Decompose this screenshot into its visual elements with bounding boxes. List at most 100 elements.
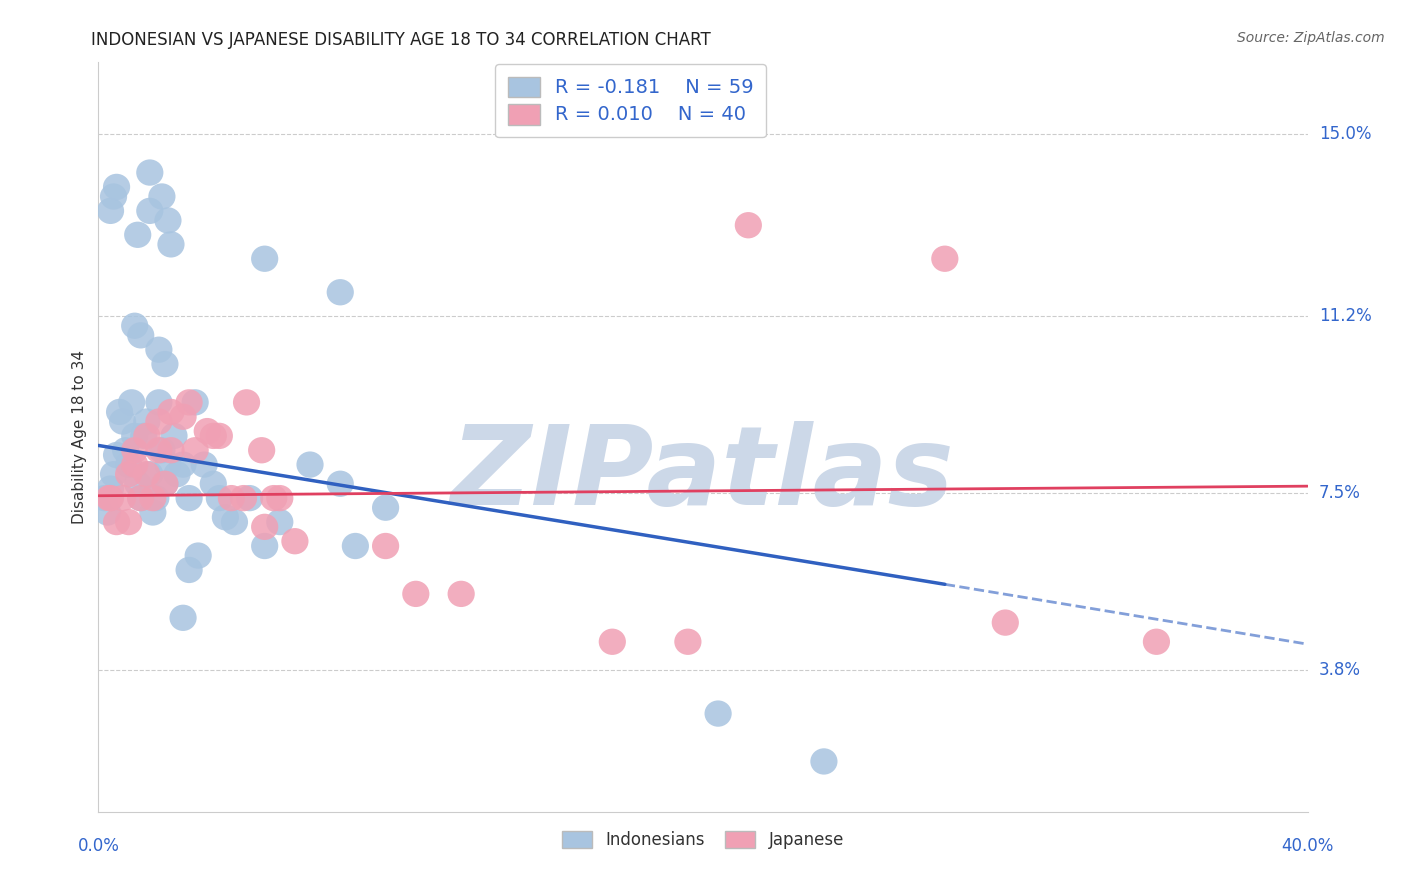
Ellipse shape	[121, 451, 148, 478]
Ellipse shape	[157, 437, 184, 464]
Ellipse shape	[97, 475, 124, 501]
Ellipse shape	[326, 471, 354, 497]
Ellipse shape	[160, 423, 187, 449]
Ellipse shape	[145, 389, 173, 416]
Ellipse shape	[142, 485, 170, 511]
Ellipse shape	[342, 533, 368, 559]
Ellipse shape	[266, 509, 294, 535]
Text: 15.0%: 15.0%	[1319, 125, 1371, 144]
Ellipse shape	[145, 336, 173, 363]
Text: ZIPatlas: ZIPatlas	[451, 421, 955, 528]
Ellipse shape	[136, 461, 163, 487]
Ellipse shape	[194, 418, 221, 444]
Legend: Indonesians, Japanese: Indonesians, Japanese	[555, 824, 851, 855]
Ellipse shape	[100, 184, 127, 210]
Ellipse shape	[266, 485, 294, 511]
Ellipse shape	[599, 629, 626, 655]
Ellipse shape	[704, 700, 731, 727]
Ellipse shape	[176, 557, 202, 583]
Ellipse shape	[110, 409, 136, 434]
Ellipse shape	[233, 389, 260, 416]
Ellipse shape	[176, 389, 202, 416]
Ellipse shape	[181, 437, 208, 464]
Text: Source: ZipAtlas.com: Source: ZipAtlas.com	[1237, 31, 1385, 45]
Ellipse shape	[205, 423, 233, 449]
Ellipse shape	[91, 485, 118, 511]
Ellipse shape	[184, 542, 212, 569]
Ellipse shape	[121, 312, 148, 339]
Ellipse shape	[191, 451, 218, 478]
Ellipse shape	[94, 500, 121, 525]
Ellipse shape	[221, 509, 247, 535]
Ellipse shape	[326, 279, 354, 305]
Ellipse shape	[103, 442, 131, 468]
Ellipse shape	[127, 485, 155, 511]
Ellipse shape	[124, 221, 152, 248]
Ellipse shape	[402, 581, 429, 607]
Ellipse shape	[152, 351, 179, 377]
Ellipse shape	[181, 389, 208, 416]
Ellipse shape	[139, 500, 166, 525]
Ellipse shape	[252, 533, 278, 559]
Ellipse shape	[155, 207, 181, 234]
Ellipse shape	[148, 184, 176, 210]
Ellipse shape	[97, 485, 124, 511]
Ellipse shape	[373, 533, 399, 559]
Ellipse shape	[145, 437, 173, 464]
Ellipse shape	[373, 494, 399, 521]
Ellipse shape	[148, 437, 176, 464]
Ellipse shape	[96, 485, 122, 511]
Ellipse shape	[110, 485, 136, 511]
Ellipse shape	[115, 461, 142, 487]
Ellipse shape	[155, 451, 181, 478]
Ellipse shape	[139, 485, 166, 511]
Ellipse shape	[675, 629, 702, 655]
Ellipse shape	[115, 451, 142, 478]
Ellipse shape	[163, 461, 191, 487]
Ellipse shape	[447, 581, 475, 607]
Ellipse shape	[281, 528, 308, 555]
Ellipse shape	[127, 485, 155, 511]
Ellipse shape	[103, 174, 131, 200]
Ellipse shape	[121, 423, 148, 449]
Ellipse shape	[735, 212, 762, 238]
Ellipse shape	[134, 423, 160, 449]
Ellipse shape	[127, 322, 155, 349]
Text: 11.2%: 11.2%	[1319, 307, 1371, 326]
Ellipse shape	[260, 485, 287, 511]
Ellipse shape	[145, 409, 173, 434]
Y-axis label: Disability Age 18 to 34: Disability Age 18 to 34	[72, 350, 87, 524]
Text: 40.0%: 40.0%	[1281, 837, 1334, 855]
Ellipse shape	[252, 514, 278, 540]
Ellipse shape	[121, 437, 148, 464]
Ellipse shape	[297, 451, 323, 478]
Ellipse shape	[118, 389, 145, 416]
Ellipse shape	[152, 471, 179, 497]
Ellipse shape	[136, 198, 163, 224]
Ellipse shape	[112, 437, 139, 464]
Ellipse shape	[134, 461, 160, 487]
Text: INDONESIAN VS JAPANESE DISABILITY AGE 18 TO 34 CORRELATION CHART: INDONESIAN VS JAPANESE DISABILITY AGE 18…	[91, 31, 711, 49]
Ellipse shape	[176, 485, 202, 511]
Ellipse shape	[200, 423, 226, 449]
Ellipse shape	[247, 437, 276, 464]
Ellipse shape	[205, 485, 233, 511]
Ellipse shape	[157, 399, 184, 425]
Ellipse shape	[931, 245, 959, 272]
Ellipse shape	[131, 423, 157, 449]
Ellipse shape	[236, 485, 263, 511]
Ellipse shape	[991, 609, 1019, 636]
Ellipse shape	[134, 409, 160, 434]
Ellipse shape	[105, 399, 134, 425]
Ellipse shape	[212, 504, 239, 531]
Text: 7.5%: 7.5%	[1319, 484, 1361, 502]
Ellipse shape	[170, 403, 197, 430]
Text: 3.8%: 3.8%	[1319, 662, 1361, 680]
Ellipse shape	[170, 451, 197, 478]
Ellipse shape	[218, 485, 245, 511]
Ellipse shape	[97, 198, 124, 224]
Ellipse shape	[810, 748, 838, 774]
Ellipse shape	[100, 461, 127, 487]
Text: 0.0%: 0.0%	[77, 837, 120, 855]
Ellipse shape	[1143, 629, 1170, 655]
